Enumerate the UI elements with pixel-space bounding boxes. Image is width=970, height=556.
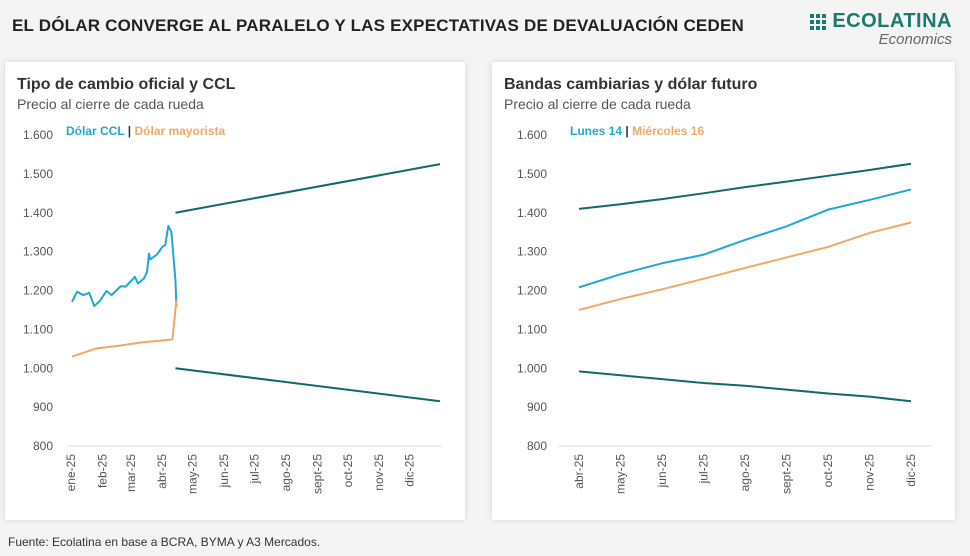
y-tick-label: 1.400	[517, 206, 547, 220]
legend-lunes: Lunes 14	[570, 124, 623, 138]
y-tick-label: 800	[33, 439, 53, 453]
logo-subtitle: Economics	[878, 31, 952, 48]
series-line-2	[175, 163, 441, 214]
chart-plot: 1.600 1.500 1.400 1.300 1.200 1.100 1.000 900 80…	[23, 128, 442, 494]
x-tick-label: may-25	[614, 454, 628, 494]
y-tick-label: 1.200	[517, 284, 547, 298]
source-note: Fuente: Ecolatina en base a BCRA, BYMA y…	[8, 535, 321, 549]
chart-subtitle: Precio al cierre de cada rueda	[504, 96, 691, 112]
legend-mayorista: Dólar mayorista	[134, 124, 226, 138]
legend-separator: |	[625, 124, 629, 138]
x-tick-label: mar-25	[124, 454, 138, 492]
y-tick-label: 1.100	[517, 322, 547, 336]
x-tick-label: abr-25	[155, 454, 169, 489]
legend-separator: |	[127, 124, 132, 138]
logo-grid-icon	[810, 13, 827, 30]
x-tick-label: sept-25	[310, 454, 324, 494]
y-tick-label: 900	[33, 400, 53, 414]
series-line-0	[578, 162, 912, 210]
chart-card-bands-futures: Bandas cambiarias y dólar futuro Precio …	[492, 62, 955, 520]
x-tick-label: nov-25	[863, 454, 877, 491]
chart-plot: 1.600 1.500 1.400 1.300 1.200 1.100 1.000 900 80…	[517, 128, 932, 494]
chart-title: Tipo de cambio oficial y CCL	[17, 76, 236, 93]
y-tick-label: 1.300	[517, 245, 547, 259]
x-tick-label: may-25	[186, 454, 200, 494]
y-tick-label: 1.000	[23, 361, 53, 375]
x-tick-label: abr-25	[572, 454, 586, 489]
y-tick-label: 1.100	[23, 322, 53, 336]
x-tick-label: jun-25	[655, 454, 669, 489]
y-tick-label: 900	[527, 400, 547, 414]
x-tick-label: ago-25	[279, 454, 293, 492]
x-tick-label: oct-25	[341, 454, 355, 488]
series-line-3	[175, 367, 441, 403]
x-tick-label: ago-25	[738, 454, 752, 492]
series-line-0	[71, 224, 178, 308]
x-tick-label: dic-25	[403, 454, 417, 487]
y-tick-label: 1.600	[517, 128, 547, 142]
series-line-1	[578, 188, 912, 289]
series-line-2	[578, 221, 912, 311]
logo-name: ECOLATINA	[832, 10, 952, 32]
x-tick-label: feb-25	[95, 454, 109, 488]
chart-card-official-ccl: Tipo de cambio oficial y CCL Precio al c…	[5, 62, 465, 520]
series-line-1	[71, 300, 178, 358]
x-tick-label: dic-25	[904, 454, 918, 487]
legend-ccl: Dólar CCL	[66, 124, 125, 138]
x-tick-label: ene-25	[64, 454, 78, 492]
y-tick-label: 1.400	[23, 206, 53, 220]
y-tick-label: 1.200	[23, 284, 53, 298]
x-tick-label: jul-25	[247, 454, 261, 485]
legend: Lunes 14 | Miércoles 16	[570, 124, 704, 138]
x-tick-label: jul-25	[697, 454, 711, 485]
x-tick-label: sept-25	[780, 454, 794, 494]
y-tick-label: 1.000	[517, 361, 547, 375]
x-tick-label: jun-25	[217, 454, 231, 489]
y-tick-label: 1.300	[23, 245, 53, 259]
x-tick-label: nov-25	[372, 454, 386, 491]
page-title: EL DÓLAR CONVERGE AL PARALELO Y LAS EXPE…	[12, 16, 744, 35]
chart-subtitle: Precio al cierre de cada rueda	[17, 96, 204, 112]
logo: ECOLATINA Economics	[810, 10, 952, 48]
y-tick-label: 1.600	[23, 128, 53, 142]
y-tick-label: 1.500	[517, 167, 547, 181]
chart-title: Bandas cambiarias y dólar futuro	[504, 76, 758, 93]
series-line-3	[578, 370, 912, 403]
legend-miercoles: Miércoles 16	[632, 124, 705, 138]
y-tick-label: 1.500	[23, 167, 53, 181]
x-tick-label: oct-25	[821, 454, 835, 488]
legend: Dólar CCL | Dólar mayorista	[66, 124, 225, 138]
y-tick-label: 800	[527, 439, 547, 453]
